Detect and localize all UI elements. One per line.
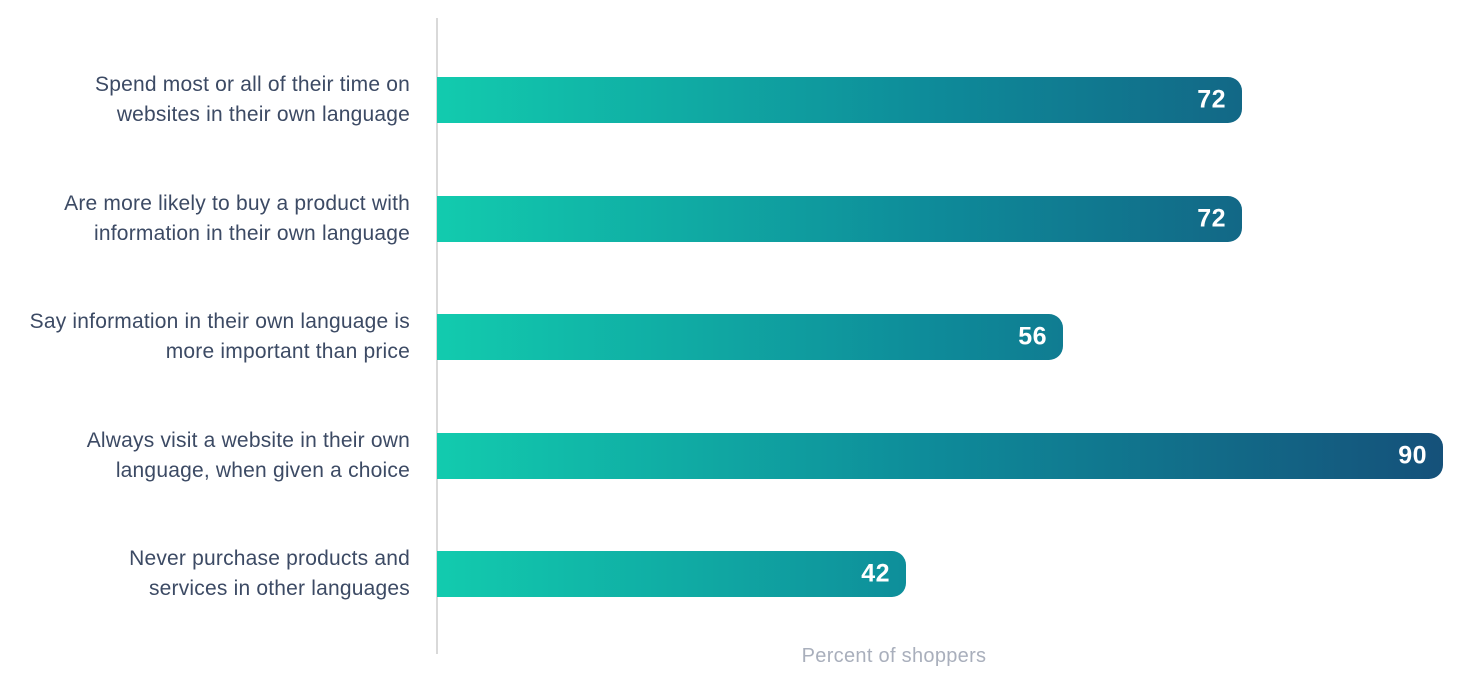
category-label: Spend most or all of their time on websi… xyxy=(95,73,410,126)
bar-value-label: 72 xyxy=(1197,85,1226,114)
bar: 72 xyxy=(437,77,1242,123)
bar: 56 xyxy=(437,314,1063,360)
bar-value-label: 72 xyxy=(1197,204,1226,233)
bar-row: Never purchase products and services in … xyxy=(0,547,1480,600)
category-label: Are more likely to buy a product with in… xyxy=(64,192,410,245)
bar-value-label: 56 xyxy=(1018,322,1047,351)
bar-row: Are more likely to buy a product with in… xyxy=(0,192,1480,245)
bar: 72 xyxy=(437,196,1242,242)
bar-row: Spend most or all of their time on websi… xyxy=(0,73,1480,126)
bar: 42 xyxy=(437,551,906,597)
category-label: Never purchase products and services in … xyxy=(129,547,410,600)
bar: 90 xyxy=(437,433,1443,479)
x-axis-title: Percent of shoppers xyxy=(801,645,987,667)
bar-row: Always visit a website in their own lang… xyxy=(0,429,1480,482)
category-label: Say information in their own language is… xyxy=(29,310,410,363)
category-label: Always visit a website in their own lang… xyxy=(86,429,410,482)
bar-value-label: 42 xyxy=(861,559,890,588)
bar-row: Say information in their own language is… xyxy=(0,310,1480,363)
bar-value-label: 90 xyxy=(1398,441,1427,470)
